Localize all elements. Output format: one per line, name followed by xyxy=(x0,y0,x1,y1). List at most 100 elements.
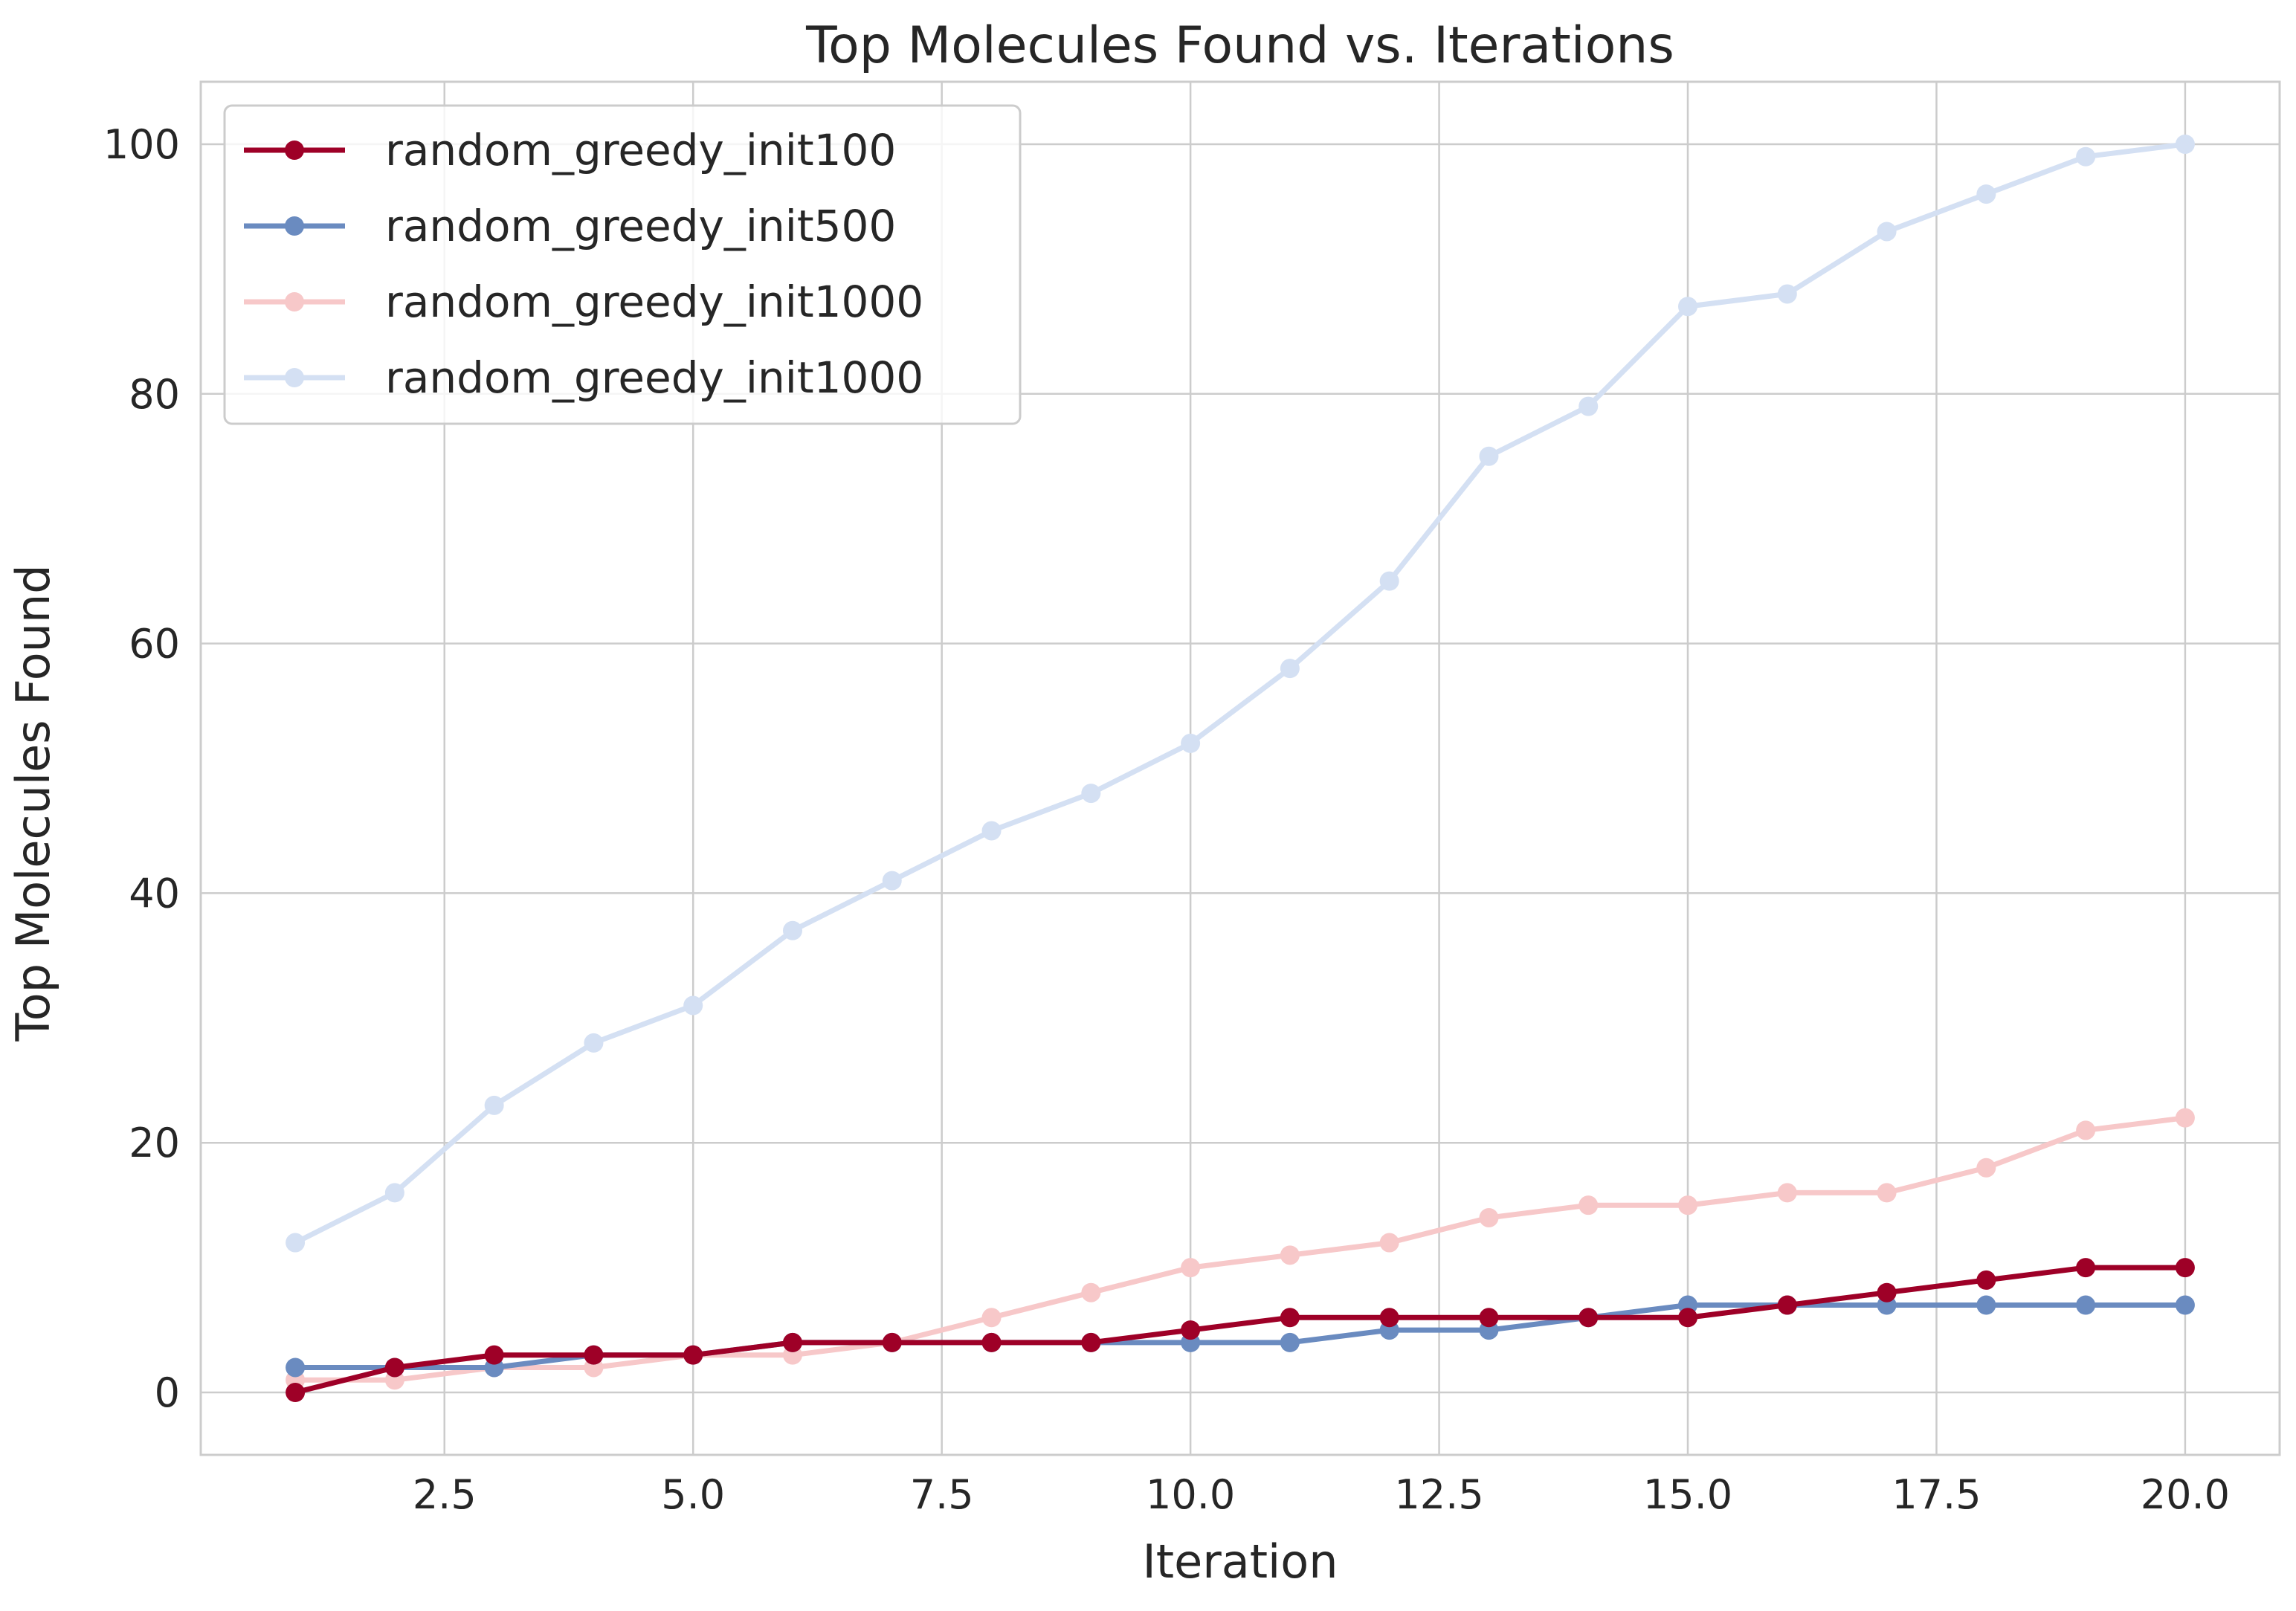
data-point xyxy=(1976,1270,1996,1290)
data-point xyxy=(2076,146,2096,167)
x-tick-label: 15.0 xyxy=(1643,1471,1732,1518)
y-tick-label: 100 xyxy=(103,121,180,168)
data-point xyxy=(2076,1258,2096,1278)
tick-labels: 2.5 5.0 7.5 10.0 12.5 15.0 17.5 20.0 0 20 40 60 80 10… xyxy=(103,121,2230,1518)
data-point xyxy=(1280,1245,1300,1265)
y-tick-label: 80 xyxy=(129,371,180,418)
series-4 xyxy=(286,134,2195,1253)
data-point xyxy=(1678,297,1698,317)
data-point xyxy=(1877,1282,1897,1302)
series-1 xyxy=(286,1258,2195,1403)
data-point xyxy=(1181,733,1201,753)
data-point xyxy=(1578,1195,1599,1215)
data-point xyxy=(1280,1332,1300,1352)
series-line xyxy=(292,1265,2188,1395)
data-point xyxy=(1877,1183,1897,1203)
y-tick-label: 0 xyxy=(155,1369,180,1416)
legend-label: random_greedy_init1000 xyxy=(385,352,923,403)
legend-marker xyxy=(285,292,304,311)
data-point xyxy=(1479,1207,1499,1227)
data-point xyxy=(384,1357,404,1378)
x-tick-label: 20.0 xyxy=(2141,1471,2230,1518)
x-tick-label: 2.5 xyxy=(413,1471,477,1518)
data-point xyxy=(1379,571,1399,591)
data-point xyxy=(1081,1332,1101,1352)
legend-marker xyxy=(285,216,304,236)
data-point xyxy=(1976,1295,1996,1315)
data-point xyxy=(384,1183,404,1203)
data-point xyxy=(484,1095,504,1115)
data-point xyxy=(1678,1195,1698,1215)
y-tick-label: 20 xyxy=(129,1120,180,1166)
data-point xyxy=(1578,396,1599,416)
data-point xyxy=(1678,1308,1698,1328)
data-point xyxy=(1479,446,1499,466)
data-point xyxy=(484,1345,504,1365)
data-point xyxy=(683,1345,703,1365)
x-tick-label: 5.0 xyxy=(661,1471,725,1518)
data-point xyxy=(2175,1108,2195,1128)
data-point xyxy=(286,1383,306,1403)
data-point xyxy=(286,1233,306,1253)
data-point xyxy=(584,1033,604,1053)
data-point xyxy=(286,1357,306,1378)
data-point xyxy=(1877,222,1897,242)
legend-marker xyxy=(285,368,304,387)
data-point xyxy=(2175,1295,2195,1315)
x-tick-label: 10.0 xyxy=(1146,1471,1235,1518)
data-point xyxy=(1578,1308,1599,1328)
series-2 xyxy=(286,1295,2195,1378)
legend: random_greedy_init100 random_greedy_init5… xyxy=(223,104,1022,425)
data-point xyxy=(882,1332,902,1352)
x-axis-label: Iteration xyxy=(1143,1534,1338,1589)
data-point xyxy=(1280,1308,1300,1328)
data-point xyxy=(683,995,703,1016)
series-line xyxy=(292,1302,2188,1370)
data-point xyxy=(2175,134,2195,154)
y-axis-label: Top Molecules Found xyxy=(6,564,60,1042)
data-point xyxy=(1479,1308,1499,1328)
data-point xyxy=(1379,1308,1399,1328)
data-point xyxy=(981,821,1002,841)
data-point xyxy=(2175,1258,2195,1278)
legend-label: random_greedy_init1000 xyxy=(385,277,923,327)
y-tick-label: 60 xyxy=(129,621,180,668)
data-point xyxy=(981,1308,1002,1328)
legend-item: random_greedy_init500 xyxy=(244,201,896,251)
data-point xyxy=(1777,284,1797,304)
data-point xyxy=(1976,184,1996,204)
data-point xyxy=(1181,1258,1201,1278)
x-tick-label: 12.5 xyxy=(1394,1471,1483,1518)
data-point xyxy=(1777,1295,1797,1315)
data-point xyxy=(1777,1183,1797,1203)
data-point xyxy=(2076,1295,2096,1315)
x-tick-label: 7.5 xyxy=(910,1471,974,1518)
legend-box xyxy=(223,104,1022,425)
data-point xyxy=(1280,659,1300,679)
data-point xyxy=(782,920,802,940)
series-layer xyxy=(286,134,2195,1403)
series-line xyxy=(292,1115,2188,1383)
chart-title: Top Molecules Found vs. Iterations xyxy=(805,16,1674,75)
legend-item: random_greedy_init1000 xyxy=(244,277,923,327)
series-line xyxy=(292,141,2188,1246)
series-3 xyxy=(286,1108,2195,1390)
data-point xyxy=(782,1332,802,1352)
data-point xyxy=(2076,1120,2096,1140)
data-point xyxy=(981,1332,1002,1352)
data-point xyxy=(1081,784,1101,804)
legend-item: random_greedy_init100 xyxy=(244,125,896,175)
y-tick-label: 40 xyxy=(129,870,180,917)
legend-marker xyxy=(285,141,304,160)
data-point xyxy=(1181,1320,1201,1340)
data-point xyxy=(1976,1158,1996,1178)
data-point xyxy=(882,871,902,891)
legend-label: random_greedy_init100 xyxy=(385,125,896,175)
plot-frame xyxy=(199,80,2281,1456)
x-tick-label: 17.5 xyxy=(1892,1471,1981,1518)
data-point xyxy=(584,1345,604,1365)
data-point xyxy=(1379,1233,1399,1253)
data-point xyxy=(1081,1282,1101,1302)
legend-label: random_greedy_init500 xyxy=(385,201,896,251)
